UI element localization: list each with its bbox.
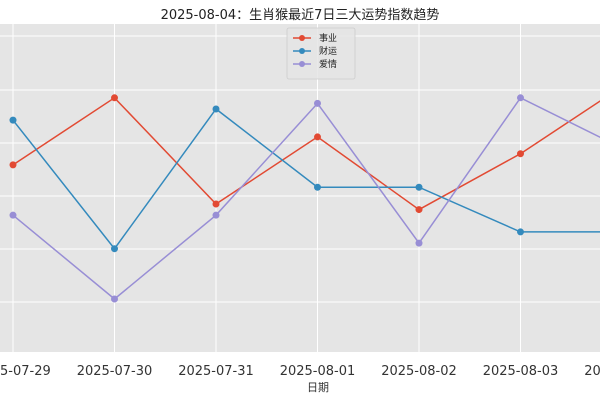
- data-point: [212, 200, 220, 208]
- legend-label: 爱情: [319, 58, 337, 70]
- data-point: [111, 245, 118, 253]
- data-point: [9, 211, 17, 219]
- x-tick-label: 2025-07-29: [0, 364, 51, 379]
- legend-label: 事业: [319, 32, 337, 44]
- legend-box: [286, 27, 356, 80]
- x-tick-label: 2025-07-30: [77, 364, 153, 379]
- data-point: [9, 116, 17, 124]
- data-point: [415, 239, 423, 247]
- x-axis-label: 日期: [307, 381, 329, 394]
- data-point: [9, 161, 17, 169]
- data-point: [314, 183, 321, 191]
- legend-label: 财运: [319, 45, 337, 57]
- x-tick-label: 2025-08-01: [280, 364, 356, 379]
- data-point: [517, 94, 524, 102]
- data-point: [517, 228, 524, 236]
- data-point: [212, 105, 220, 113]
- legend-marker: [299, 35, 305, 41]
- legend-marker: [299, 61, 305, 67]
- data-point: [517, 150, 524, 158]
- data-point: [111, 94, 118, 102]
- x-axis-ticks: 2025-07-29 2025-07-30 2025-07-31 2025-08-01…: [0, 364, 600, 379]
- x-tick-label: 2025-08-04: [584, 364, 600, 379]
- x-tick-label: 2025-07-31: [178, 364, 254, 379]
- data-point: [415, 206, 423, 214]
- chart-title: 2025-08-04：生肖猴最近7日三大运势指数趋势: [160, 8, 440, 23]
- x-tick-label: 2025-08-02: [381, 364, 457, 379]
- x-tick-label: 2025-08-03: [483, 364, 559, 379]
- data-point: [212, 211, 220, 219]
- legend-marker: [299, 48, 305, 54]
- series-lines: [9, 94, 600, 303]
- data-point: [314, 99, 321, 107]
- data-point: [314, 133, 321, 141]
- data-point: [415, 183, 423, 191]
- data-point: [111, 295, 118, 303]
